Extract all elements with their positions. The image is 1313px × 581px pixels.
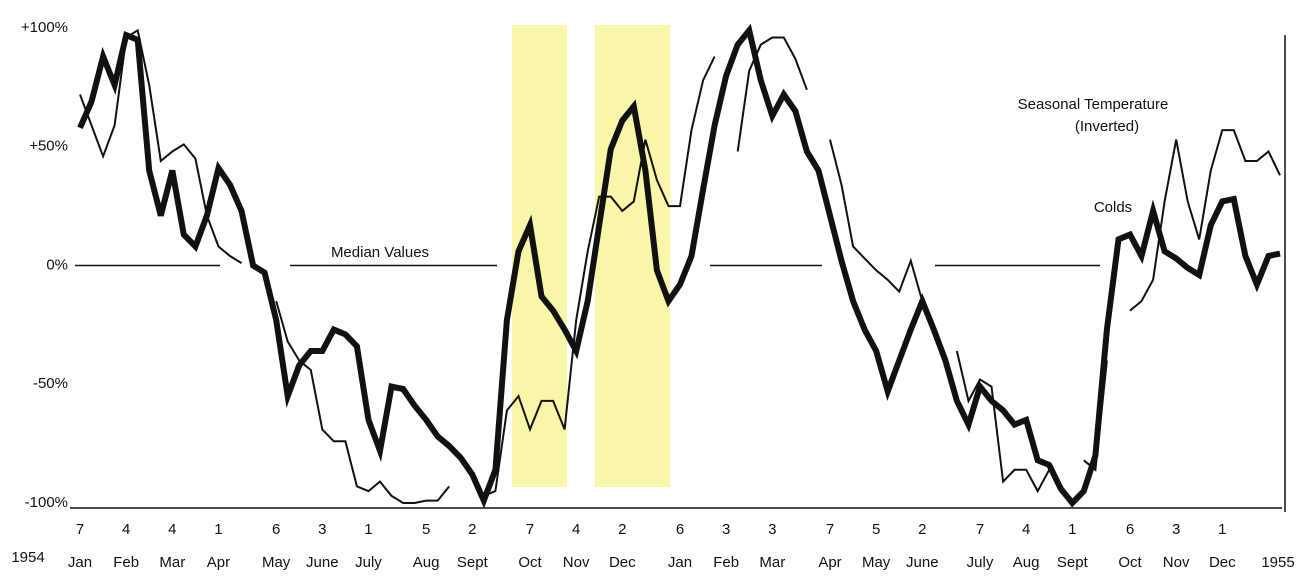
x-tick-label: Mar <box>759 554 785 571</box>
x-tick-day: 5 <box>872 521 880 538</box>
x-tick-label: Apr <box>818 554 841 571</box>
x-tick-day: 5 <box>422 521 430 538</box>
x-tick-day: 6 <box>676 521 684 538</box>
y-tick-label: 0% <box>46 256 68 273</box>
x-tick-label: June <box>906 554 939 571</box>
x-tick-day: 4 <box>1022 521 1030 538</box>
x-tick-label: Sept <box>1057 554 1089 571</box>
x-tick-label: July <box>355 554 382 571</box>
x-tick-label: Mar <box>159 554 185 571</box>
x-tick-day: 6 <box>1126 521 1134 538</box>
median-label: Median Values <box>331 244 429 261</box>
series-line <box>79 28 1281 504</box>
y-tick-label: -50% <box>33 375 68 392</box>
x-tick-label: Nov <box>1163 554 1190 571</box>
x-tick-label: Feb <box>113 554 139 571</box>
x-tick-day: 2 <box>468 521 476 538</box>
x-tick-day: 1 <box>1068 521 1076 538</box>
x-tick-label: Aug <box>1013 554 1040 571</box>
series-label: Colds <box>1094 199 1132 216</box>
series-label: (Inverted) <box>1075 118 1139 135</box>
x-tick-label: Apr <box>207 554 230 571</box>
x-tick-label: Oct <box>518 554 542 571</box>
x-tick-day: 4 <box>168 521 176 538</box>
x-tick-day: 2 <box>918 521 926 538</box>
x-tick-label: Jan <box>668 554 692 571</box>
x-tick-day: 7 <box>76 521 84 538</box>
x-tick-day: 6 <box>272 521 280 538</box>
year-label: 1955 <box>1261 554 1294 571</box>
series-label: Seasonal Temperature <box>1018 96 1169 113</box>
x-tick-label: Sept <box>457 554 489 571</box>
y-tick-label: +100% <box>21 19 68 36</box>
x-tick-label: July <box>967 554 994 571</box>
year-label: 1954 <box>11 549 44 566</box>
x-tick-label: May <box>262 554 291 571</box>
x-tick-day: 7 <box>526 521 534 538</box>
highlight-band <box>595 25 670 487</box>
x-tick-label: May <box>862 554 891 571</box>
x-tick-day: 3 <box>768 521 776 538</box>
x-tick-label: Oct <box>1118 554 1142 571</box>
x-tick-day: 7 <box>976 521 984 538</box>
x-tick-label: June <box>306 554 339 571</box>
x-tick-day: 7 <box>826 521 834 538</box>
series-line <box>77 23 1281 509</box>
x-tick-label: Feb <box>713 554 739 571</box>
x-tick-day: 4 <box>122 521 130 538</box>
x-tick-label: Dec <box>1209 554 1236 571</box>
y-tick-label: +50% <box>29 138 68 155</box>
x-tick-day: 3 <box>722 521 730 538</box>
x-tick-day: 3 <box>318 521 326 538</box>
x-tick-day: 1 <box>1218 521 1226 538</box>
x-tick-label: Nov <box>563 554 590 571</box>
x-tick-day: 2 <box>618 521 626 538</box>
x-tick-label: Dec <box>609 554 636 571</box>
x-tick-day: 3 <box>1172 521 1180 538</box>
x-tick-day: 4 <box>572 521 580 538</box>
y-tick-label: -100% <box>25 494 68 511</box>
x-tick-day: 1 <box>214 521 222 538</box>
x-tick-label: Aug <box>413 554 440 571</box>
x-tick-label: Jan <box>68 554 92 571</box>
x-tick-day: 1 <box>364 521 372 538</box>
